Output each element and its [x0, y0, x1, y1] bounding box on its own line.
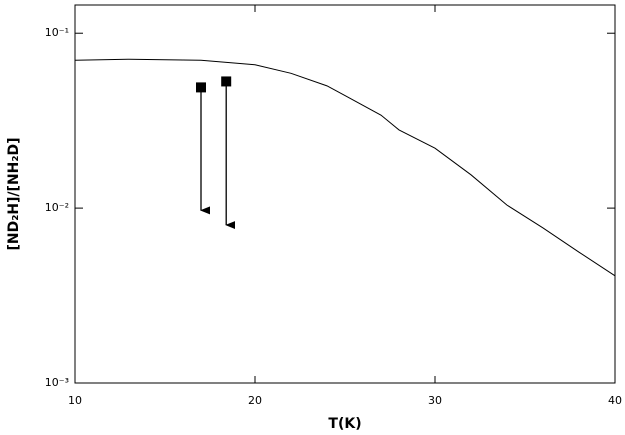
y-tick-label: 10⁻²: [45, 201, 69, 214]
x-tick-label: 40: [608, 394, 622, 407]
x-tick-label: 10: [68, 394, 82, 407]
x-tick-label: 30: [428, 394, 442, 407]
plot-frame: [74, 4, 616, 384]
curve: [74, 58, 616, 277]
upper-limit-point: [196, 82, 206, 93]
y-tick-label: 10⁻¹: [45, 26, 69, 39]
x-axis-label: T(K): [328, 416, 361, 432]
x-tick-label: 20: [248, 394, 262, 407]
y-tick-label: 10⁻³: [45, 376, 69, 389]
y-axis-label: [ND₂H]/[NH₂D]: [6, 137, 22, 250]
upper-limit-point: [221, 76, 232, 87]
